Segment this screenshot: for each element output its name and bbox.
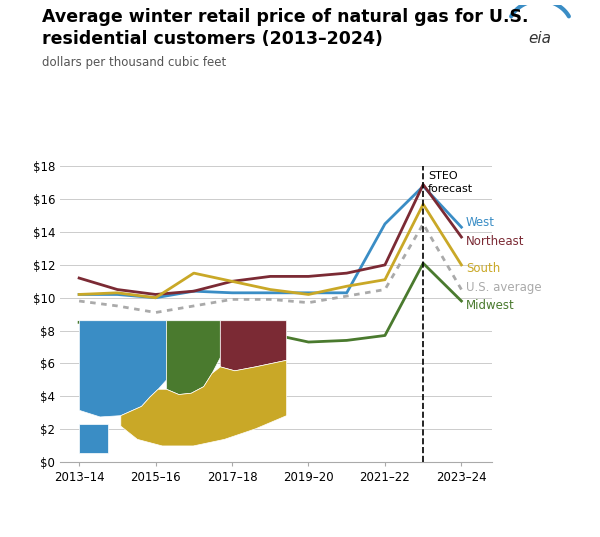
Text: Northeast: Northeast xyxy=(466,235,524,249)
Polygon shape xyxy=(121,360,287,446)
Polygon shape xyxy=(79,424,109,453)
Polygon shape xyxy=(166,321,220,395)
Text: dollars per thousand cubic feet: dollars per thousand cubic feet xyxy=(42,56,226,69)
Text: U.S. average: U.S. average xyxy=(466,281,542,294)
Text: STEO
forecast: STEO forecast xyxy=(428,171,473,194)
Polygon shape xyxy=(79,321,166,417)
Text: South: South xyxy=(466,262,500,275)
Text: Midwest: Midwest xyxy=(466,300,515,313)
Text: West: West xyxy=(466,216,495,229)
Text: eia: eia xyxy=(529,32,551,46)
Text: residential customers (2013–2024): residential customers (2013–2024) xyxy=(42,30,383,48)
Text: Average winter retail price of natural gas for U.S.: Average winter retail price of natural g… xyxy=(42,8,529,26)
Polygon shape xyxy=(220,321,287,371)
